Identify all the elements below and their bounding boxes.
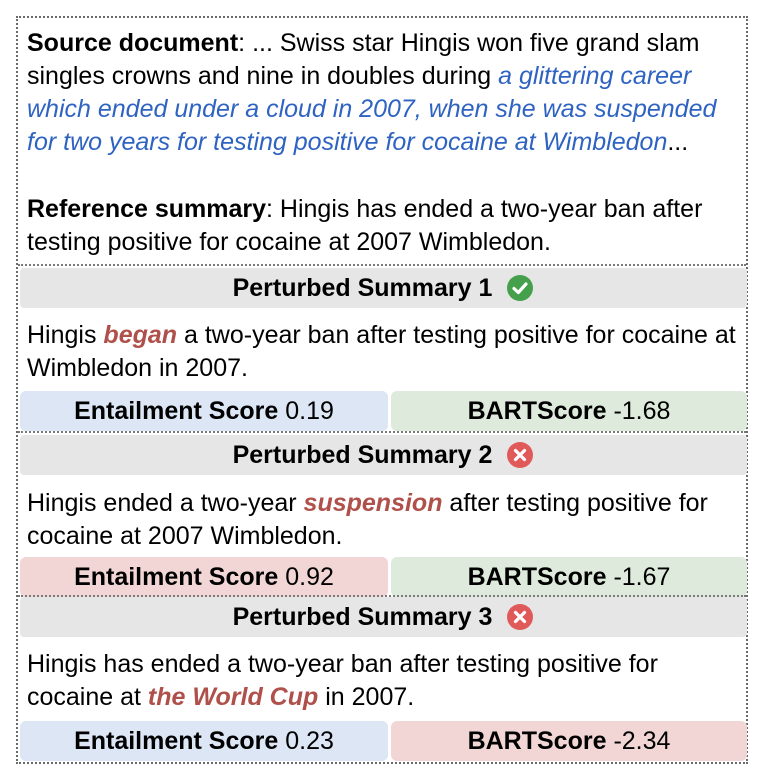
- perturbed-summary-2-header: Perturbed Summary 2: [20, 435, 747, 475]
- section-divider: [18, 595, 746, 597]
- reference-text: Hingis has ended a two-year ban after te…: [27, 195, 703, 256]
- entailment-score-2: Entailment Score 0.92: [20, 557, 388, 597]
- entailment-score-3: Entailment Score 0.23: [20, 721, 388, 761]
- reference-summary: Reference summary: Hingis has ended a tw…: [27, 193, 739, 259]
- summary-text: after testing positive for cocaine at 20…: [27, 489, 708, 550]
- section-divider: [18, 264, 746, 266]
- entailment-value: 0.19: [285, 397, 334, 425]
- source-label: Source document: [27, 29, 239, 57]
- perturbed-span: began: [103, 321, 178, 349]
- entailment-value: 0.23: [285, 727, 334, 755]
- source-highlight: a glittering career which ended under a …: [27, 62, 717, 156]
- bartscore-label: BARTScore: [467, 397, 607, 425]
- perturbed-summary-1-header: Perturbed Summary 1: [20, 268, 747, 308]
- summary-text: Hingis ended a two-year: [27, 489, 304, 517]
- entailment-value: 0.92: [285, 563, 334, 591]
- bartscore-value: -1.67: [613, 563, 671, 591]
- source-document: Source document: ... Swiss star Hingis w…: [27, 27, 739, 159]
- x-circle-icon: [506, 603, 534, 631]
- perturbed-summary-2-text: Hingis ended a two-year suspension after…: [27, 487, 739, 553]
- entailment-label: Entailment Score: [74, 563, 279, 591]
- source-colon: :: [238, 29, 253, 57]
- summary-text: a two-year ban after testing positive fo…: [27, 321, 736, 382]
- perturbed-span: the World Cup: [147, 683, 319, 711]
- bartscore-2: BARTScore -1.67: [391, 557, 747, 597]
- bartscore-label: BARTScore: [467, 727, 607, 755]
- source-text: ... Swiss star Hingis won five grand sla…: [27, 29, 700, 90]
- entailment-label: Entailment Score: [74, 727, 279, 755]
- x-circle-icon: [506, 441, 534, 469]
- source-ellipsis: ...: [667, 128, 689, 156]
- perturbed-summary-3-header: Perturbed Summary 3: [20, 597, 747, 637]
- perturbed-summary-1-text: Hingis began a two-year ban after testin…: [27, 319, 739, 385]
- figure-frame: [16, 16, 748, 764]
- check-circle-icon: [506, 274, 534, 302]
- perturbed-summary-3-title: Perturbed Summary 3: [232, 603, 493, 631]
- perturbed-summary-2-title: Perturbed Summary 2: [232, 441, 493, 469]
- section-divider: [18, 431, 746, 433]
- bartscore-value: -2.34: [613, 727, 671, 755]
- bartscore-label: BARTScore: [467, 563, 607, 591]
- bartscore-value: -1.68: [613, 397, 671, 425]
- summary-text: Hingis: [27, 321, 104, 349]
- perturbed-summary-1-title: Perturbed Summary 1: [232, 274, 493, 302]
- summary-text: in 2007.: [318, 683, 415, 711]
- bartscore-3: BARTScore -2.34: [391, 721, 747, 761]
- summary-text: Hingis has ended a two-year ban after te…: [27, 650, 658, 711]
- bartscore-1: BARTScore -1.68: [391, 391, 747, 431]
- perturbed-span: suspension: [303, 489, 443, 517]
- entailment-label: Entailment Score: [74, 397, 279, 425]
- reference-colon: :: [266, 195, 280, 223]
- reference-label: Reference summary: [27, 195, 267, 223]
- perturbed-summary-3-text: Hingis has ended a two-year ban after te…: [27, 648, 739, 714]
- entailment-score-1: Entailment Score 0.19: [20, 391, 388, 431]
